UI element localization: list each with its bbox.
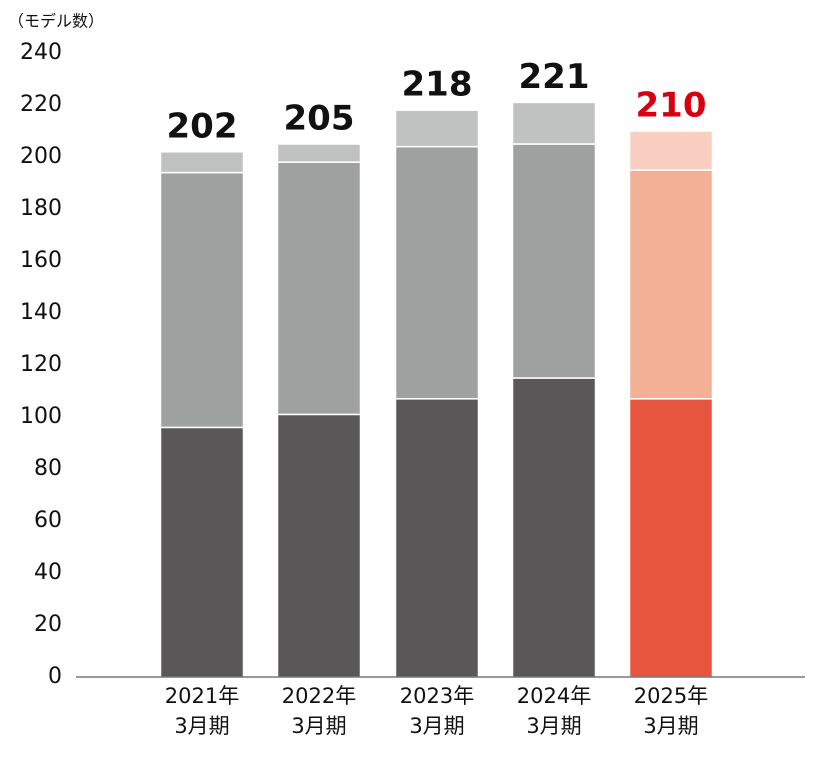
- bar-segment: [394, 398, 480, 678]
- total-label: 210: [636, 86, 707, 126]
- x-tick-label: 2023年: [400, 684, 474, 708]
- bar-segment: [159, 171, 245, 429]
- bar-segment: [159, 151, 245, 174]
- bar-segment: [276, 161, 362, 416]
- x-tick-label: 3月期: [291, 714, 346, 738]
- bar-segment: [628, 169, 714, 400]
- x-tick-label: 2024年: [517, 684, 591, 708]
- total-label: 202: [167, 106, 238, 146]
- bar-segment: [276, 143, 362, 163]
- bar-segment: [511, 101, 597, 145]
- total-label: 205: [284, 99, 355, 139]
- y-tick-label: 140: [20, 300, 62, 325]
- x-tick-label: 2025年: [634, 684, 708, 708]
- bar-segment: [628, 130, 714, 171]
- bar-segment: [159, 426, 245, 678]
- y-tick-label: 80: [34, 456, 62, 481]
- y-tick-label: 60: [34, 508, 62, 533]
- x-tick-label: 2021年: [165, 684, 239, 708]
- y-tick-label: 220: [20, 92, 62, 117]
- total-label: 218: [402, 65, 473, 105]
- bar-segment: [276, 413, 362, 678]
- y-tick-label: 100: [20, 404, 62, 429]
- bar-segment: [511, 377, 597, 678]
- y-tick-label: 40: [34, 560, 62, 585]
- bar-segment: [511, 143, 597, 379]
- total-label: 221: [519, 57, 590, 97]
- y-tick-label: 240: [20, 40, 62, 65]
- y-tick-label: 120: [20, 352, 62, 377]
- y-axis-label: （モデル数）: [8, 12, 104, 31]
- y-tick-label: 160: [20, 248, 62, 273]
- y-tick-label: 180: [20, 196, 62, 221]
- x-tick-label: 3月期: [526, 714, 581, 738]
- y-tick-label: 20: [34, 612, 62, 637]
- bar-segment: [394, 109, 480, 148]
- bar-segment: [628, 398, 714, 678]
- x-tick-label: 3月期: [409, 714, 464, 738]
- x-tick-label: 3月期: [643, 714, 698, 738]
- x-tick-label: 3月期: [174, 714, 229, 738]
- x-tick-label: 2022年: [282, 684, 356, 708]
- bar-segment: [394, 145, 480, 400]
- y-tick-label: 0: [48, 664, 62, 689]
- y-tick-label: 200: [20, 144, 62, 169]
